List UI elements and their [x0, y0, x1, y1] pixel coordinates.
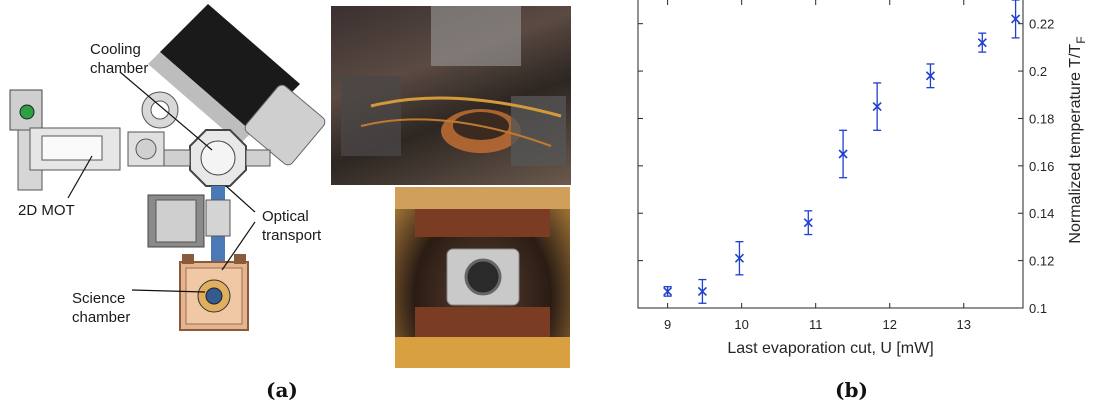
callout-cooling-chamber: Cooling chamber [90, 41, 149, 77]
y-tick-label: 0.2 [1029, 64, 1047, 79]
y-tick-label: 0.22 [1029, 17, 1054, 32]
temperature-chart: 9 10 11 12 13 0.1 0.12 0.14 0.16 0.18 0.2 0.22 Last… [637, 0, 1088, 357]
plot-frame [637, 0, 1024, 309]
panel-a: Cooling chamber 2D MOT Optical transport… [0, 0, 580, 370]
data-point [803, 210, 813, 236]
data-point [925, 63, 936, 89]
data-point [838, 129, 848, 179]
lab-photo-bottom [395, 187, 570, 368]
data-point [734, 241, 744, 276]
callout-lines [67, 71, 256, 293]
science-chamber-shape [179, 254, 249, 331]
optical-transport-beam [147, 186, 231, 296]
panel-b: 9 10 11 12 13 0.1 0.12 0.14 0.16 0.18 0.2 0.22 Last… [580, 0, 1093, 370]
callout-2d-mot: 2D MOT [18, 202, 75, 219]
x-axis-title: Last evaporation cut, U [mW] [727, 340, 933, 357]
x-marker-stroke [925, 71, 936, 81]
x-marker-stroke [872, 102, 882, 112]
x-marker-stroke [697, 286, 707, 296]
apparatus-drawing [9, 4, 326, 331]
x-marker-stroke [838, 149, 848, 159]
y-tick-label: 0.18 [1029, 111, 1054, 126]
panel-b-label: (b) [835, 378, 868, 402]
vacuum-pump-illustration [141, 4, 326, 166]
y-axis-title-main: Normalized temperature T/T [1067, 44, 1084, 244]
y-axis-title-subscript: F [1074, 36, 1088, 43]
chart-marks [663, 0, 1021, 304]
x-marker-stroke [1011, 14, 1021, 24]
cooling-chamber-shape [159, 129, 271, 187]
y-tick-label: 0.12 [1029, 254, 1054, 269]
x-tick-label: 9 [664, 317, 671, 332]
lab-photo-top [331, 6, 571, 185]
callout-science-chamber: Science chamber [72, 290, 131, 326]
y-axis-title: Normalized temperature T/TF [1067, 36, 1088, 243]
y-tick-label: 0.14 [1029, 206, 1054, 221]
data-point [872, 82, 882, 131]
data-point [977, 32, 987, 53]
x-marker-stroke [803, 218, 813, 228]
chart-axes: 9 10 11 12 13 0.1 0.12 0.14 0.16 0.18 0.2 0.22 [637, 0, 1054, 332]
y-tick-label: 0.16 [1029, 159, 1054, 174]
x-marker-stroke [663, 286, 673, 296]
x-marker-stroke [977, 38, 987, 48]
data-point [663, 286, 673, 297]
data-point [1011, 0, 1021, 39]
x-tick-label: 12 [882, 317, 896, 332]
panel-a-label: (a) [266, 378, 298, 402]
x-tick-label: 13 [957, 317, 971, 332]
data-point [697, 278, 707, 304]
2d-mot-shape [9, 89, 165, 191]
x-marker-stroke [734, 253, 744, 263]
x-tick-label: 11 [809, 317, 823, 332]
callout-optical-transport: Optical transport [262, 208, 322, 244]
x-tick-label: 10 [734, 317, 748, 332]
y-tick-label: 0.1 [1029, 301, 1047, 316]
